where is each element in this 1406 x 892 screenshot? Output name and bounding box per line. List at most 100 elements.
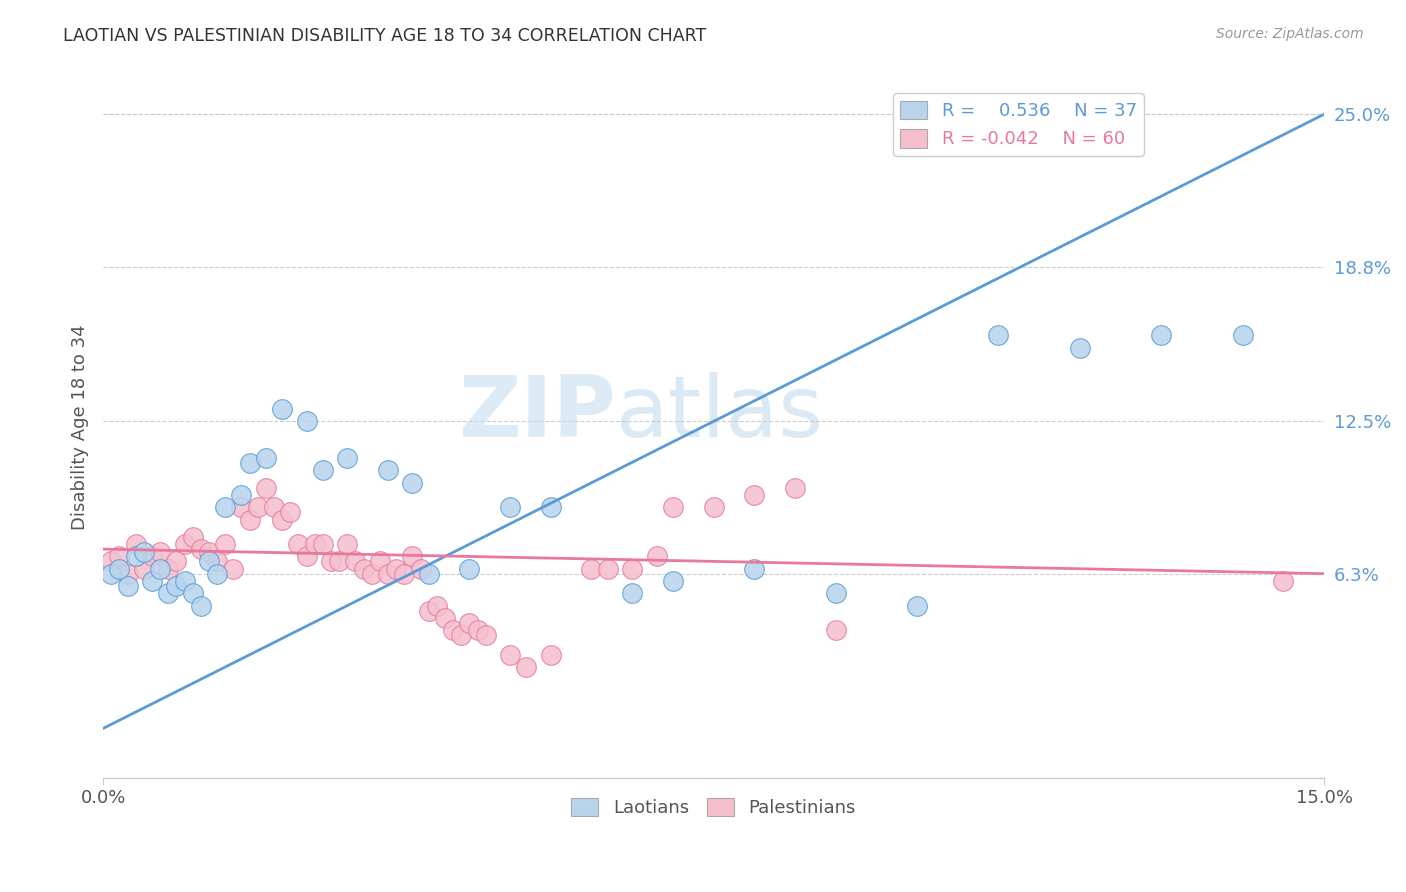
Point bbox=[621, 562, 644, 576]
Point bbox=[157, 586, 180, 600]
Point bbox=[239, 513, 262, 527]
Point bbox=[254, 451, 277, 466]
Point bbox=[418, 603, 440, 617]
Point bbox=[441, 623, 464, 637]
Point bbox=[271, 513, 294, 527]
Point bbox=[742, 488, 765, 502]
Point bbox=[385, 562, 408, 576]
Point bbox=[409, 562, 432, 576]
Point bbox=[824, 586, 846, 600]
Point bbox=[581, 562, 603, 576]
Point bbox=[540, 648, 562, 662]
Point bbox=[368, 554, 391, 568]
Point bbox=[1069, 341, 1091, 355]
Point bbox=[336, 537, 359, 551]
Point bbox=[263, 500, 285, 515]
Point bbox=[157, 562, 180, 576]
Point bbox=[662, 500, 685, 515]
Point bbox=[231, 500, 253, 515]
Point bbox=[458, 562, 481, 576]
Point bbox=[499, 500, 522, 515]
Point bbox=[165, 554, 187, 568]
Point bbox=[141, 574, 163, 588]
Point bbox=[344, 554, 367, 568]
Point bbox=[239, 456, 262, 470]
Point bbox=[336, 451, 359, 466]
Point bbox=[1150, 328, 1173, 343]
Point bbox=[214, 500, 236, 515]
Point bbox=[132, 562, 155, 576]
Point bbox=[117, 579, 139, 593]
Point bbox=[824, 623, 846, 637]
Point bbox=[621, 586, 644, 600]
Point bbox=[173, 574, 195, 588]
Point bbox=[278, 505, 301, 519]
Point bbox=[515, 660, 537, 674]
Point bbox=[360, 566, 382, 581]
Point bbox=[467, 623, 489, 637]
Point bbox=[141, 549, 163, 564]
Point bbox=[214, 537, 236, 551]
Point bbox=[662, 574, 685, 588]
Point bbox=[450, 628, 472, 642]
Point bbox=[198, 544, 221, 558]
Text: LAOTIAN VS PALESTINIAN DISABILITY AGE 18 TO 34 CORRELATION CHART: LAOTIAN VS PALESTINIAN DISABILITY AGE 18… bbox=[63, 27, 707, 45]
Point bbox=[173, 537, 195, 551]
Point bbox=[117, 566, 139, 581]
Point bbox=[433, 611, 456, 625]
Point bbox=[295, 549, 318, 564]
Point bbox=[100, 554, 122, 568]
Y-axis label: Disability Age 18 to 34: Disability Age 18 to 34 bbox=[72, 325, 89, 531]
Point bbox=[645, 549, 668, 564]
Point bbox=[377, 566, 399, 581]
Point bbox=[596, 562, 619, 576]
Point bbox=[108, 562, 131, 576]
Point bbox=[328, 554, 350, 568]
Point bbox=[295, 414, 318, 428]
Point bbox=[319, 554, 342, 568]
Point bbox=[426, 599, 449, 613]
Point bbox=[181, 530, 204, 544]
Point bbox=[458, 615, 481, 630]
Point bbox=[181, 586, 204, 600]
Point bbox=[190, 542, 212, 557]
Point bbox=[100, 566, 122, 581]
Point bbox=[304, 537, 326, 551]
Text: Source: ZipAtlas.com: Source: ZipAtlas.com bbox=[1216, 27, 1364, 41]
Point bbox=[401, 549, 423, 564]
Point bbox=[703, 500, 725, 515]
Point bbox=[987, 328, 1010, 343]
Point bbox=[222, 562, 245, 576]
Text: atlas: atlas bbox=[616, 372, 824, 455]
Point bbox=[125, 537, 148, 551]
Point bbox=[287, 537, 309, 551]
Legend: Laotians, Palestinians: Laotians, Palestinians bbox=[564, 790, 863, 824]
Point bbox=[271, 402, 294, 417]
Point bbox=[394, 566, 416, 581]
Point bbox=[149, 544, 172, 558]
Text: ZIP: ZIP bbox=[458, 372, 616, 455]
Point bbox=[401, 475, 423, 490]
Point bbox=[205, 566, 228, 581]
Point bbox=[905, 599, 928, 613]
Point bbox=[205, 554, 228, 568]
Point bbox=[231, 488, 253, 502]
Point bbox=[190, 599, 212, 613]
Point bbox=[246, 500, 269, 515]
Point bbox=[783, 481, 806, 495]
Point bbox=[254, 481, 277, 495]
Point bbox=[198, 554, 221, 568]
Point bbox=[1232, 328, 1254, 343]
Point bbox=[312, 463, 335, 477]
Point bbox=[418, 566, 440, 581]
Point bbox=[108, 549, 131, 564]
Point bbox=[149, 562, 172, 576]
Point bbox=[165, 579, 187, 593]
Point bbox=[125, 549, 148, 564]
Point bbox=[499, 648, 522, 662]
Point bbox=[1272, 574, 1295, 588]
Point bbox=[742, 562, 765, 576]
Point bbox=[377, 463, 399, 477]
Point bbox=[540, 500, 562, 515]
Point bbox=[132, 544, 155, 558]
